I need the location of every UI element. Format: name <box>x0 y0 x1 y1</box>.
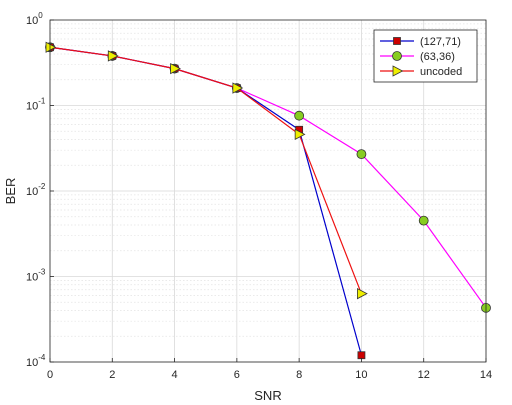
x-tick-label: 0 <box>47 369 53 381</box>
y-axis-label: BER <box>3 178 18 205</box>
data-point <box>232 82 244 94</box>
x-axis-label: SNR <box>254 388 281 403</box>
legend-marker <box>392 65 404 77</box>
data-point <box>45 41 57 53</box>
data-point <box>356 149 367 160</box>
legend-label: uncoded <box>420 66 462 78</box>
x-tick-label: 10 <box>355 369 367 381</box>
legend-marker <box>393 37 401 45</box>
x-tick-label: 6 <box>234 369 240 381</box>
legend-label: (127,71) <box>420 36 461 48</box>
x-tick-label: 2 <box>109 369 115 381</box>
y-tick-base: 10 <box>26 15 38 27</box>
legend-label: (63,36) <box>420 51 455 63</box>
y-tick-base: 10 <box>26 101 38 113</box>
watermark: CSDN @我爱C编程 <box>402 380 508 395</box>
y-tick-label: 100 <box>26 11 43 27</box>
data-point <box>357 287 368 300</box>
data-point <box>107 50 119 62</box>
data-point <box>170 62 181 75</box>
data-point <box>418 215 429 226</box>
y-tick-exponent: -2 <box>38 182 46 191</box>
y-tick-label: 10-4 <box>26 353 46 369</box>
y-tick-label: 10-1 <box>26 97 46 113</box>
x-tick-label: 4 <box>172 369 178 381</box>
data-point <box>294 128 306 140</box>
x-tick-label: 14 <box>480 369 492 381</box>
legend-marker <box>392 51 402 61</box>
data-point <box>294 110 305 121</box>
x-tick-label: 8 <box>296 369 302 381</box>
x-tick-label: 12 <box>418 369 430 381</box>
series-2 <box>45 41 368 300</box>
y-tick-exponent: -4 <box>38 353 46 362</box>
series-line <box>49 46 362 294</box>
y-tick-base: 10 <box>26 272 38 284</box>
legend: (127,71) (63,36) uncoded <box>373 29 478 83</box>
series-layer <box>45 41 491 360</box>
y-tick-exponent: -1 <box>38 97 46 106</box>
data-point <box>357 351 366 360</box>
y-tick-label: 10-3 <box>26 268 46 284</box>
y-tick-exponent: -3 <box>38 268 46 277</box>
y-tick-label: 10-2 <box>26 182 46 198</box>
x-tick-labels: 0 2 4 6 8 10 12 14 <box>47 358 492 381</box>
y-tick-base: 10 <box>26 357 38 369</box>
y-tick-exponent: 0 <box>38 11 43 20</box>
y-tick-base: 10 <box>26 186 38 198</box>
